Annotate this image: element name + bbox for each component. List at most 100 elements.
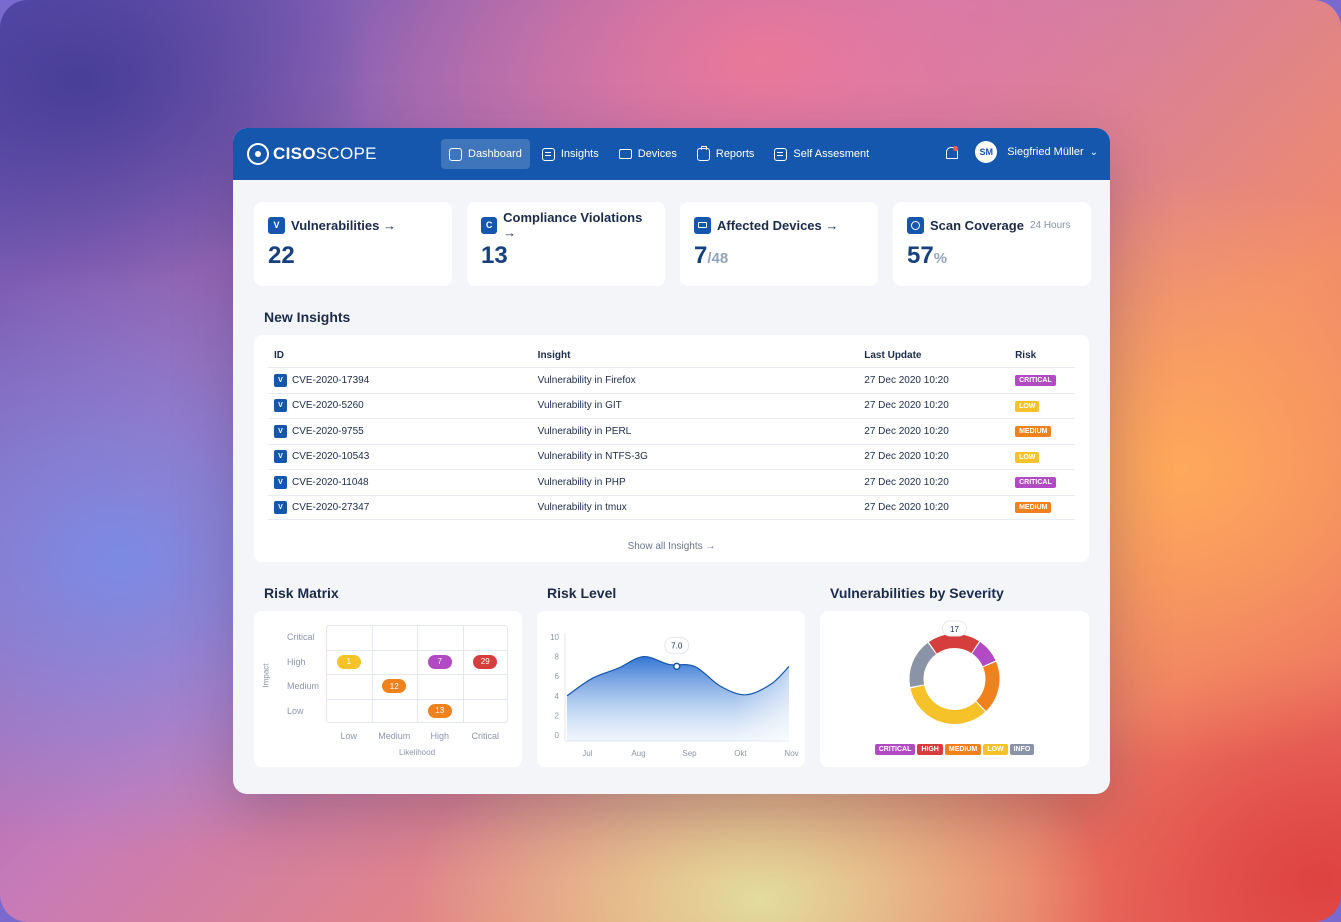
cve-id[interactable]: CVE-2020-5260 <box>292 400 364 412</box>
risk-level-card: 10 8 6 4 2 0 Jul Aug Sep Okt Nov 7.0 <box>537 611 805 767</box>
stat-value: 57 <box>907 242 934 269</box>
stat-unit: % <box>933 250 948 267</box>
table-row[interactable]: V CVE-2020-17394 Vulnerability in Firefox 2… <box>268 367 1075 393</box>
nav-reports[interactable]: Reports <box>689 139 763 169</box>
risk-line <box>566 655 790 697</box>
chevron-down-icon[interactable]: ⌄ <box>1089 146 1098 158</box>
donut-slice-low[interactable] <box>910 685 986 724</box>
legend-item-info[interactable]: INFO <box>1009 744 1035 755</box>
section-title-insights: New Insights <box>264 309 351 325</box>
vulnerability-icon: V <box>274 424 287 438</box>
logo-text-bold: CISO <box>273 144 316 163</box>
donut-slice-high[interactable] <box>928 634 980 654</box>
table-row[interactable]: V CVE-2020-9755 Vulnerability in PERL 27 De… <box>268 418 1075 444</box>
matrix-cell-value[interactable]: 12 <box>382 679 407 694</box>
x-tick-label: Okt <box>734 749 747 758</box>
tooltip-box <box>942 620 967 637</box>
matrix-row-label: Critical <box>287 632 315 642</box>
checklist-icon <box>774 147 788 161</box>
nav-self-assesment[interactable]: Self Assesment <box>766 139 877 169</box>
logo-text-light: SCOPE <box>315 144 377 163</box>
tooltip-value: 17 <box>950 625 959 634</box>
stat-value: 7 <box>694 242 708 269</box>
laptop-icon <box>694 216 711 234</box>
matrix-col-label: Medium <box>378 731 411 741</box>
cell-risk: CRITICAL <box>1015 374 1075 387</box>
table-row[interactable]: V CVE-2020-5260 Vulnerability in GIT 27 Dec… <box>268 392 1075 419</box>
matrix-cell-value[interactable]: 1 <box>336 654 361 669</box>
cell-risk: LOW <box>1015 451 1075 463</box>
legend-item-medium[interactable]: MEDIUM <box>944 744 982 755</box>
legend-item-low[interactable]: LOW <box>983 744 1008 755</box>
nav-label: Devices <box>637 148 677 160</box>
table-row[interactable]: V CVE-2020-11048 Vulnerability in PHP 27 De… <box>268 469 1075 495</box>
cell-insight: Vulnerability in PHP <box>537 476 626 488</box>
matrix-cell-value[interactable]: 7 <box>427 654 452 669</box>
insights-table: ID Insight Last Update Risk V CVE-2020-17… <box>254 335 1089 562</box>
x-tick-label: Aug <box>631 749 645 758</box>
cell-last-update: 27 Dec 2020 10:20 <box>864 374 949 386</box>
radar-icon <box>907 216 924 234</box>
cell-last-update: 27 Dec 2020 10:20 <box>864 425 949 437</box>
legend-item-high[interactable]: HIGH <box>917 744 943 755</box>
column-header[interactable]: Insight <box>537 350 571 361</box>
y-tick-label: 0 <box>555 731 560 740</box>
matrix-row-label: Low <box>287 705 304 716</box>
column-header[interactable]: Last Update <box>864 350 922 361</box>
vulnerability-icon: V <box>274 399 287 413</box>
risk-badge: LOW <box>1015 451 1040 463</box>
legend-item-critical[interactable]: CRITICAL <box>874 744 916 755</box>
grid-line <box>462 625 464 723</box>
y-tick-label: 10 <box>550 633 559 642</box>
cve-id[interactable]: CVE-2020-9755 <box>292 425 364 437</box>
cell-insight: Vulnerability in PERL <box>537 425 632 437</box>
stat-value: 22 <box>268 242 295 269</box>
top-navbar: CISOSCOPE Dashboard Insights Devices Rep… <box>233 128 1110 180</box>
stat-card-vulnerabilities[interactable]: V Vulnerabilities → 22 <box>254 202 452 286</box>
risk-level-chart: 10 8 6 4 2 0 Jul Aug Sep Okt Nov 7.0 <box>550 633 799 758</box>
table-row[interactable]: V CVE-2020-27347 Vulnerability in tmux 27 D… <box>268 494 1075 520</box>
stat-card-compliance[interactable]: C Compliance Violations → 13 <box>467 202 665 286</box>
x-tick-label: Nov <box>784 749 798 758</box>
stat-card-devices[interactable]: Affected Devices → 7/48 <box>680 202 878 286</box>
show-all-insights-link[interactable]: Show all Insights → <box>627 541 716 552</box>
stat-total: /48 <box>707 250 729 267</box>
cve-id[interactable]: CVE-2020-10543 <box>292 451 370 463</box>
matrix-row-label: Medium <box>287 681 320 691</box>
nav-insights[interactable]: Insights <box>534 139 607 169</box>
vulnerability-icon: V <box>268 216 285 234</box>
risk-badge: LOW <box>1015 400 1040 412</box>
vulnerability-icon: V <box>274 475 287 489</box>
nav-label: Reports <box>715 148 755 160</box>
column-header[interactable]: Risk <box>1015 350 1037 361</box>
y-tick-label: 4 <box>555 692 560 701</box>
cell-last-update: 27 Dec 2020 10:20 <box>864 501 949 513</box>
cve-id[interactable]: CVE-2020-27347 <box>292 501 370 513</box>
cve-id[interactable]: CVE-2020-11048 <box>292 476 369 488</box>
donut-slice-medium[interactable] <box>976 661 1000 711</box>
user-name[interactable]: Siegfried Müller <box>1007 146 1084 158</box>
app-window: CISOSCOPE Dashboard Insights Devices Rep… <box>233 128 1110 794</box>
bell-icon[interactable] <box>945 145 959 159</box>
avatar[interactable]: SM <box>975 141 998 163</box>
stat-card-scan-coverage[interactable]: Scan Coverage 24 Hours 57% <box>893 202 1091 286</box>
cell-insight: Vulnerability in tmux <box>537 501 627 513</box>
nav-dashboard[interactable]: Dashboard <box>441 139 530 169</box>
donut-slice-info[interactable] <box>909 642 937 687</box>
tooltip-value: 7.0 <box>671 641 683 650</box>
nav-devices[interactable]: Devices <box>611 139 685 169</box>
matrix-cell-value[interactable]: 29 <box>473 654 498 669</box>
y-tick-label: 8 <box>555 653 560 662</box>
matrix-x-title: Likelihood <box>398 748 436 757</box>
matrix-cell-value[interactable]: 13 <box>427 703 452 718</box>
donut-slice-critical[interactable] <box>971 642 996 667</box>
column-header[interactable]: ID <box>274 350 284 361</box>
y-tick-label: 6 <box>555 672 560 681</box>
table-row[interactable]: V CVE-2020-10543 Vulnerability in NTFS-3G 2… <box>268 443 1075 470</box>
logo[interactable]: CISOSCOPE <box>247 143 377 165</box>
matrix-col-label: Low <box>340 731 357 741</box>
risk-matrix-card: Critical High Medium Low Low Medium High Critic… <box>254 611 522 767</box>
highlight-point[interactable] <box>672 662 681 671</box>
cve-id[interactable]: CVE-2020-17394 <box>292 374 370 386</box>
stats-row: V Vulnerabilities → 22 C Compliance Viol… <box>254 202 1091 286</box>
